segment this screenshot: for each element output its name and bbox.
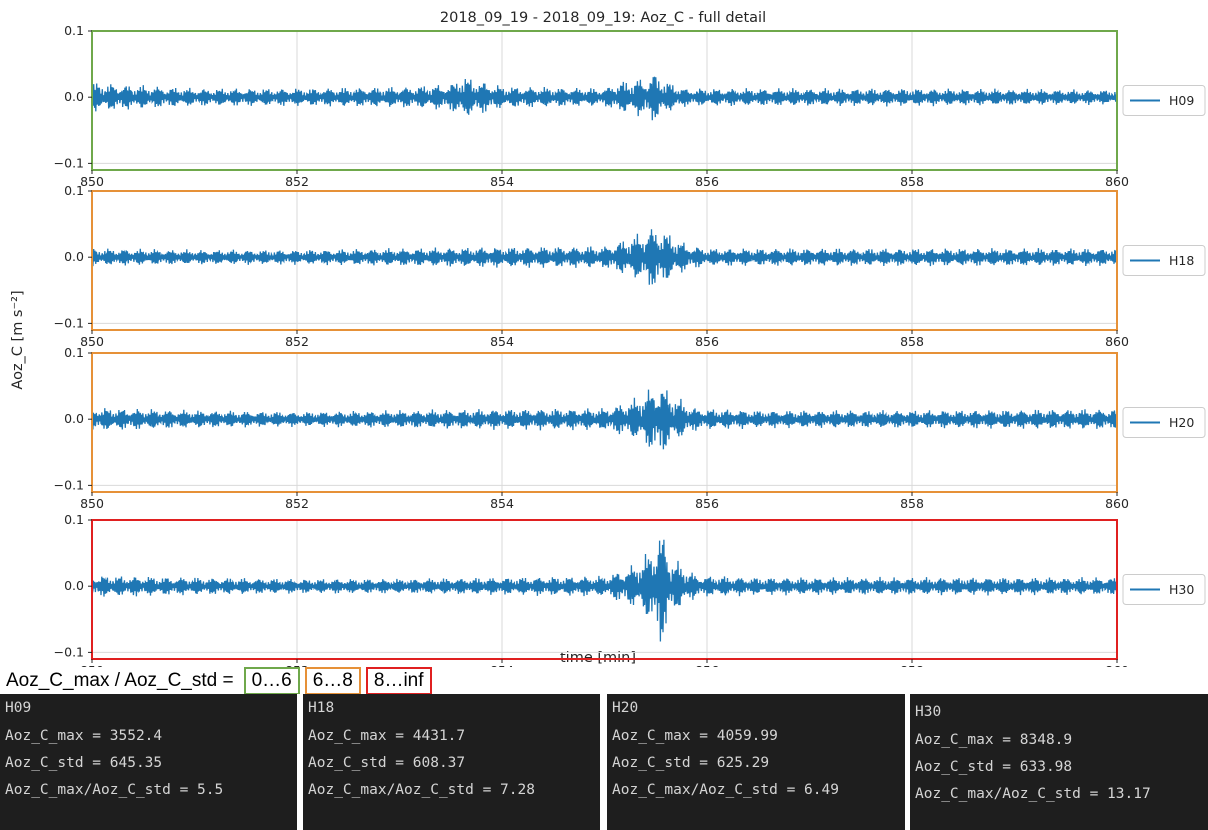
x-tick-label: 856 — [695, 663, 719, 667]
y-tick-label: −0.1 — [54, 155, 84, 170]
chart-panel: 850 852 854 856 858 860 −0.1 0.0 0.1 H20 — [54, 345, 1206, 511]
x-tick-label: 860 — [1105, 334, 1129, 349]
stats-ratio: Aoz_C_max/Aoz_C_std = 7.28 — [308, 782, 535, 798]
stats-std: Aoz_C_std = 608.37 — [308, 755, 466, 771]
y-tick-label: −0.1 — [54, 644, 84, 659]
y-tick-label: −0.1 — [54, 477, 84, 492]
figure: 2018_09_19 - 2018_09_19: Aoz_C - full de… — [10, 10, 1206, 667]
stats-max: Aoz_C_max = 8348.9 — [915, 732, 1073, 748]
y-tick-label: 0.0 — [64, 249, 84, 264]
x-tick-label: 858 — [900, 174, 924, 189]
x-tick-label: 850 — [80, 496, 104, 511]
y-tick-label: 0.1 — [64, 23, 84, 38]
chart-panel: 850 852 854 856 858 860 −0.1 0.0 0.1 H09 — [54, 23, 1206, 189]
stats-sensor-name: H20 — [612, 700, 639, 716]
stats-sensor-name: H30 — [915, 704, 942, 720]
y-tick-label: 0.1 — [64, 345, 84, 360]
stats-std: Aoz_C_std = 645.35 — [5, 755, 163, 771]
x-tick-label: 858 — [900, 334, 924, 349]
chart-title: 2018_09_19 - 2018_09_19: Aoz_C - full de… — [440, 10, 766, 26]
x-tick-label: 852 — [285, 496, 309, 511]
stats-panels: H09 Aoz_C_max = 3552.4 Aoz_C_std = 645.3… — [0, 694, 1208, 830]
stats-std: Aoz_C_std = 633.98 — [915, 759, 1073, 775]
y-axis-label: Aoz_C [m s⁻²] — [10, 290, 26, 389]
stats-panel-h09: H09 Aoz_C_max = 3552.4 Aoz_C_std = 645.3… — [0, 694, 297, 830]
ratio-range-high: 8…inf — [365, 667, 432, 695]
stats-ratio: Aoz_C_max/Aoz_C_std = 13.17 — [915, 786, 1151, 802]
legend-label: H20 — [1169, 415, 1194, 430]
x-tick-label: 854 — [490, 334, 514, 349]
stats-max: Aoz_C_max = 4431.7 — [308, 728, 466, 744]
y-tick-label: −0.1 — [54, 315, 84, 330]
legend-label: H30 — [1169, 582, 1194, 597]
legend-box — [1122, 574, 1206, 605]
panel-frame — [91, 190, 1118, 331]
x-tick-label: 850 — [80, 334, 104, 349]
stats-ratio: Aoz_C_max/Aoz_C_std = 5.5 — [5, 782, 224, 798]
stats-std: Aoz_C_std = 625.29 — [612, 755, 770, 771]
series-line-h30 — [91, 539, 1118, 642]
y-tick-label: 0.1 — [64, 183, 84, 198]
x-tick-label: 858 — [900, 663, 924, 667]
x-tick-label: 860 — [1105, 174, 1129, 189]
stats-ratio: Aoz_C_max/Aoz_C_std = 6.49 — [612, 782, 839, 798]
panel-frame — [91, 30, 1118, 171]
series-line-h18 — [91, 229, 1118, 285]
x-tick-label: 856 — [695, 174, 719, 189]
series-line-h09 — [91, 76, 1118, 121]
x-tick-label: 852 — [285, 174, 309, 189]
x-tick-label: 856 — [695, 334, 719, 349]
chart-panel: 850 852 854 856 858 860 −0.1 0.0 0.1 H18 — [54, 183, 1206, 349]
panel-frame — [91, 519, 1118, 660]
stats-max: Aoz_C_max = 4059.99 — [612, 728, 778, 744]
x-tick-label: 858 — [900, 496, 924, 511]
stats-panel-h30: H30 Aoz_C_max = 8348.9 Aoz_C_std = 633.9… — [910, 694, 1208, 830]
y-tick-label: 0.1 — [64, 512, 84, 527]
legend-box — [1122, 85, 1206, 116]
stats-max: Aoz_C_max = 3552.4 — [5, 728, 163, 744]
legend-label: H18 — [1169, 253, 1194, 268]
stats-sensor-name: H09 — [5, 700, 32, 716]
x-tick-label: 852 — [285, 334, 309, 349]
x-tick-label: 860 — [1105, 663, 1129, 667]
chart-panel: 850 852 854 856 858 860 −0.1 0.0 0.1 H30 — [54, 512, 1206, 667]
series-line-h20 — [91, 389, 1118, 450]
y-tick-label: 0.0 — [64, 578, 84, 593]
y-tick-label: 0.0 — [64, 411, 84, 426]
x-tick-label: 850 — [80, 663, 104, 667]
stats-panel-h18: H18 Aoz_C_max = 4431.7 Aoz_C_std = 608.3… — [303, 694, 600, 830]
legend-label: H09 — [1169, 93, 1194, 108]
y-tick-label: 0.0 — [64, 89, 84, 104]
x-tick-label: 854 — [490, 174, 514, 189]
stats-panel-h20: H20 Aoz_C_max = 4059.99 Aoz_C_std = 625.… — [607, 694, 905, 830]
ratio-legend-label: Aoz_C_max / Aoz_C_std = — [6, 670, 234, 691]
x-tick-label: 856 — [695, 496, 719, 511]
ratio-range-low: 0…6 — [243, 667, 300, 695]
legend-box — [1122, 407, 1206, 438]
ratio-legend: Aoz_C_max / Aoz_C_std = 0…6 6…8 8…inf — [6, 667, 437, 695]
panel-frame — [91, 352, 1118, 493]
x-tick-label: 852 — [285, 663, 309, 667]
legend-box — [1122, 245, 1206, 276]
x-tick-label: 860 — [1105, 496, 1129, 511]
stats-sensor-name: H18 — [308, 700, 335, 716]
x-tick-label: 854 — [490, 496, 514, 511]
x-tick-label: 850 — [80, 174, 104, 189]
ratio-range-mid: 6…8 — [304, 667, 361, 695]
x-tick-label: 854 — [490, 663, 514, 667]
